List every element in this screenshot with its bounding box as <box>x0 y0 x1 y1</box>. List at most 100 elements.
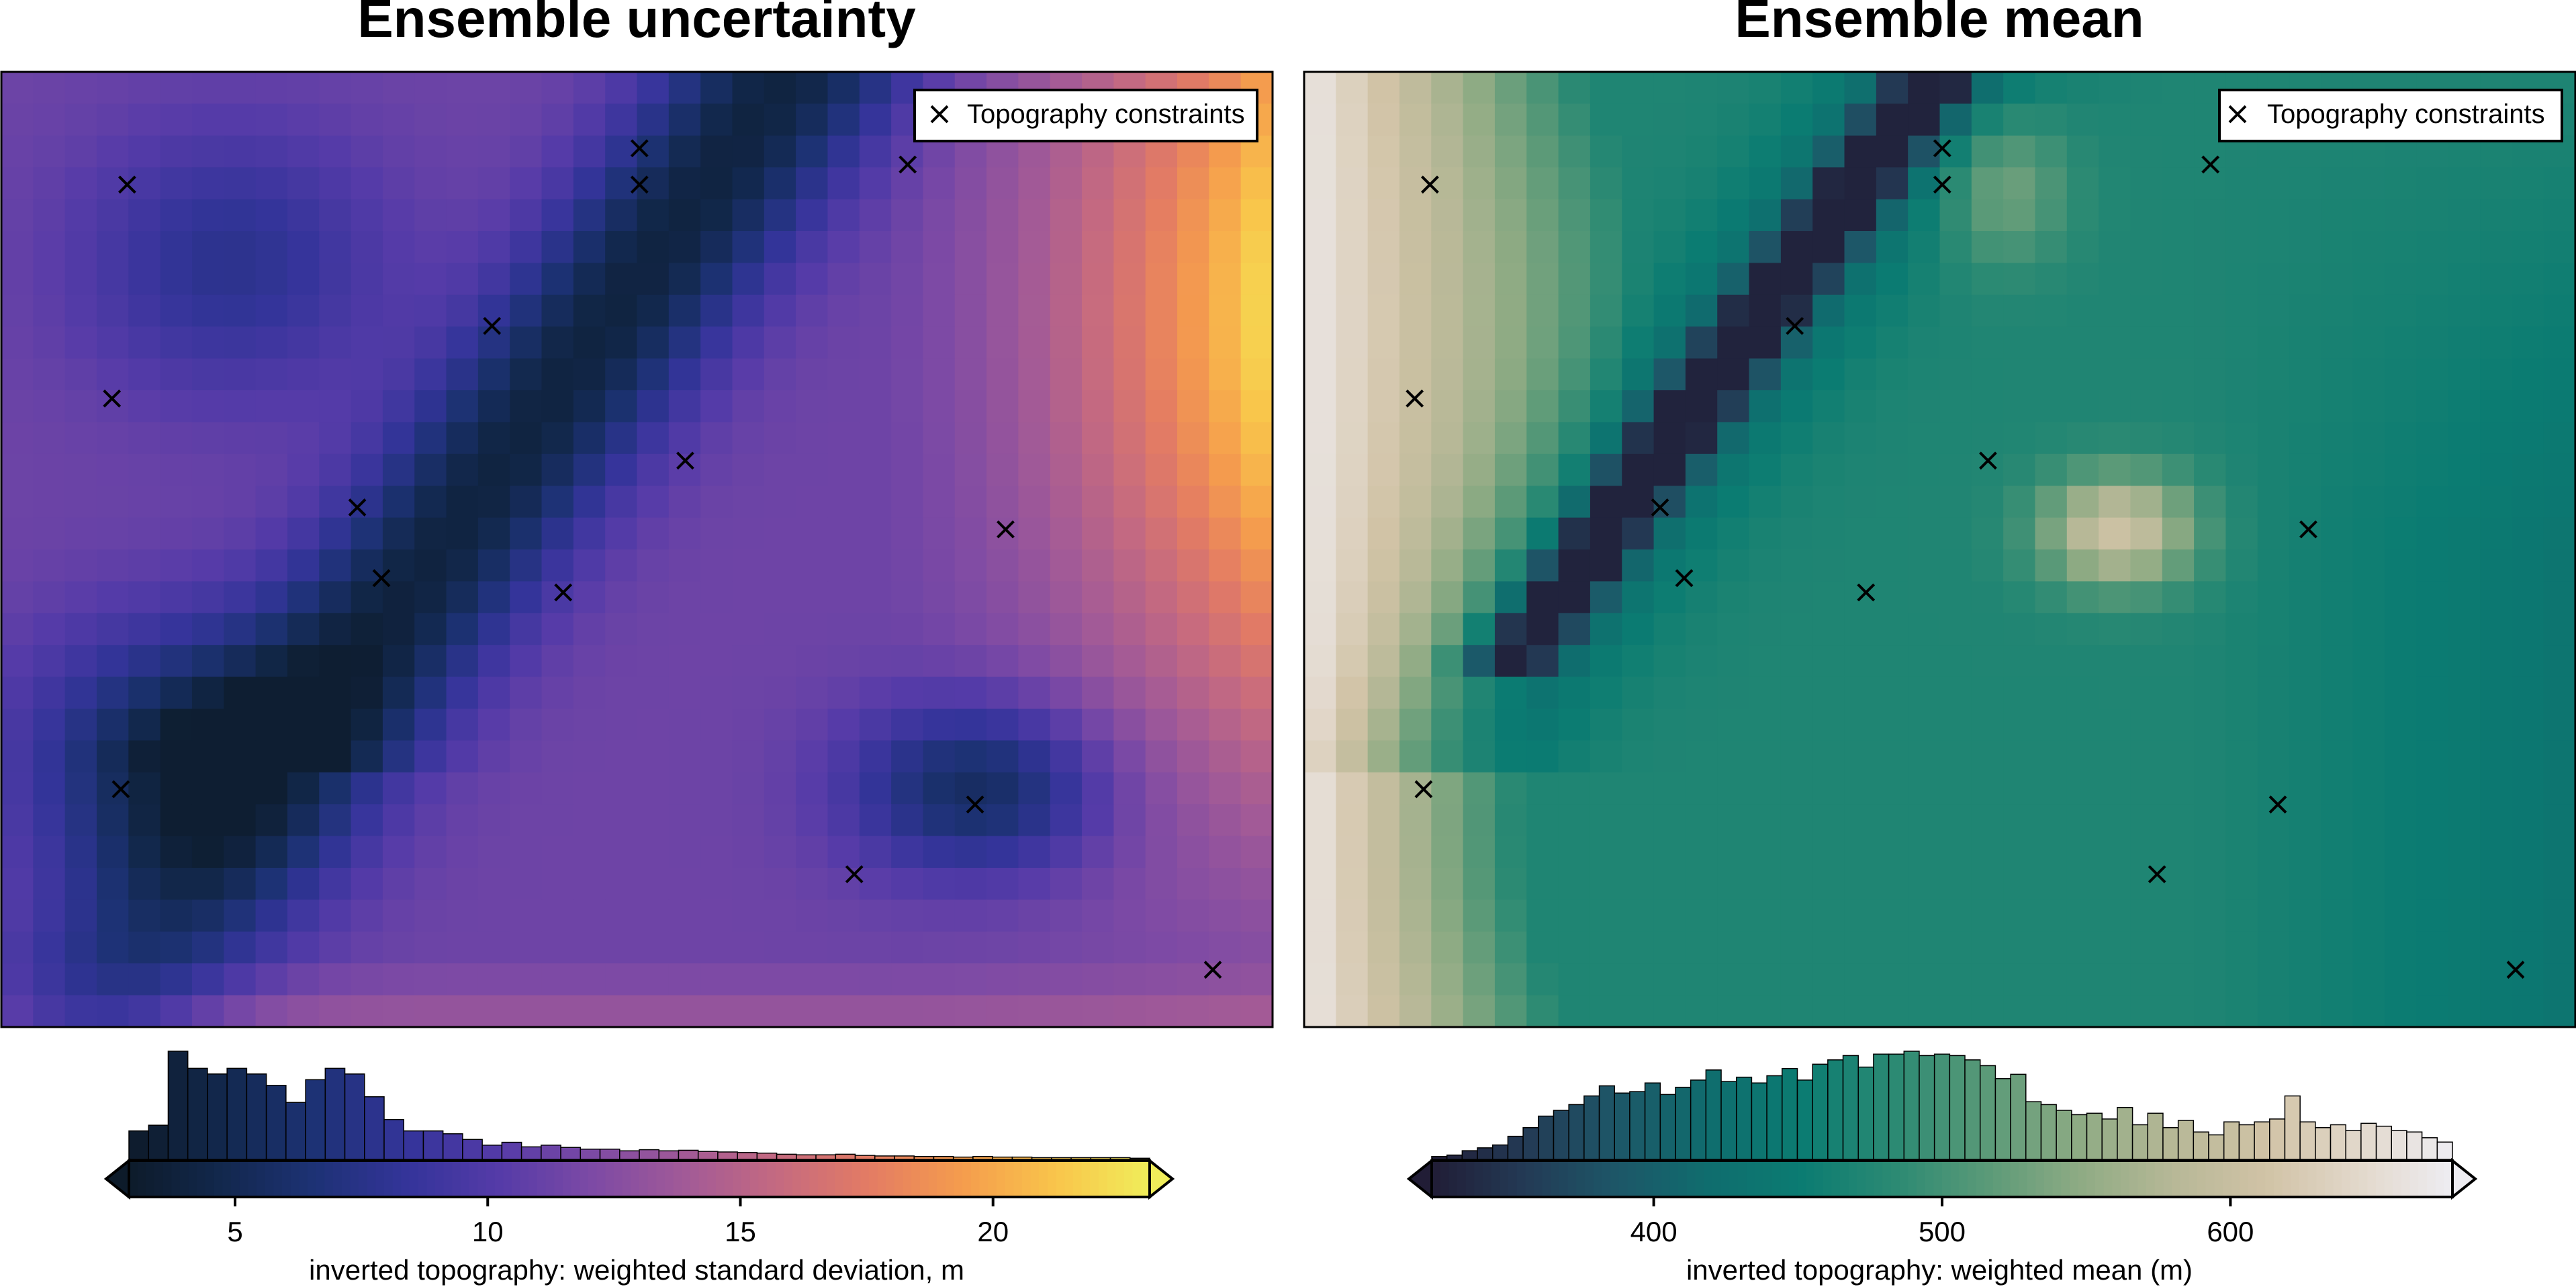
heatmap-cell <box>796 390 829 423</box>
heatmap-cell <box>764 390 796 423</box>
heatmap-cell <box>1653 167 1686 200</box>
heatmap-cell <box>2289 326 2321 359</box>
heatmap-cell <box>287 294 320 327</box>
heatmap-cell <box>1844 263 1877 296</box>
heatmap-cell <box>2066 517 2099 550</box>
heatmap-cell <box>33 422 66 455</box>
heatmap-cell <box>1 326 34 359</box>
colorbar-segment <box>171 1161 181 1197</box>
colorbar-frame <box>128 1159 1151 1198</box>
heatmap-cell <box>128 135 161 168</box>
heatmap-cell <box>2099 645 2131 678</box>
heatmap-cell <box>541 836 574 869</box>
heatmap-cell <box>1526 676 1559 709</box>
heatmap-cell <box>1844 326 1877 359</box>
colorbar-segment <box>716 1161 725 1197</box>
colorbar-segment <box>2223 1161 2232 1197</box>
histogram-bar <box>717 1151 738 1160</box>
heatmap-cell <box>477 836 510 869</box>
heatmap-cell <box>1367 899 1400 932</box>
heatmap-cell <box>224 613 257 646</box>
heatmap-cell <box>2099 963 2131 996</box>
heatmap-cell <box>891 836 924 869</box>
heatmap-cell <box>2225 167 2258 200</box>
heatmap-cell <box>859 167 892 200</box>
heatmap-cell <box>1336 549 1369 582</box>
heatmap-cell <box>541 676 574 709</box>
heatmap-cell <box>255 931 288 964</box>
colorbar-segment <box>308 1161 317 1197</box>
heatmap-cell <box>954 899 987 932</box>
heatmap-cell <box>2321 390 2354 423</box>
heatmap-cell <box>1685 199 1718 232</box>
heatmap-cell <box>2448 772 2481 805</box>
heatmap-cell <box>128 676 161 709</box>
heatmap-cell <box>923 613 956 646</box>
heatmap-cell <box>1367 836 1400 869</box>
heatmap-cell <box>1304 836 1336 869</box>
heatmap-cell <box>1431 358 1464 391</box>
heatmap-cell <box>2352 263 2385 296</box>
heatmap-cell <box>1431 263 1464 296</box>
histogram-bar <box>2208 1134 2225 1160</box>
heatmap-cell <box>1812 167 1845 200</box>
heatmap-cell <box>1653 804 1686 837</box>
colorbar-segment <box>418 1161 427 1197</box>
colorbar-segment <box>826 1161 835 1197</box>
heatmap-cell <box>2130 549 2163 582</box>
heatmap-cell <box>2035 390 2068 423</box>
heatmap-cell <box>33 263 66 296</box>
heatmap-cell <box>2130 613 2163 646</box>
heatmap-cell <box>2543 995 2576 1028</box>
heatmap-cell <box>1812 709 1845 741</box>
heatmap-cell <box>510 613 543 646</box>
colorbar-segment <box>2256 1161 2266 1197</box>
colorbar-segment <box>852 1161 861 1197</box>
title-uncertainty: Ensemble uncertainty <box>357 0 916 48</box>
heatmap-cell <box>1780 804 1813 837</box>
heatmap-cell <box>764 676 796 709</box>
heatmap-cell <box>1558 294 1591 327</box>
heatmap-cell <box>2416 549 2449 582</box>
heatmap-cell <box>2416 836 2449 869</box>
heatmap-cell <box>954 486 987 519</box>
heatmap-cell <box>2003 199 2036 232</box>
colorbar-segment <box>410 1161 419 1197</box>
heatmap-cell <box>1844 453 1877 486</box>
heatmap-cell <box>796 549 829 582</box>
heatmap-cell <box>414 358 447 391</box>
heatmap-cell <box>1971 231 2004 263</box>
heatmap-cell <box>319 836 352 869</box>
heatmap-cell <box>1177 836 1209 869</box>
histogram-bar <box>481 1145 503 1160</box>
heatmap-cell <box>1908 167 1941 200</box>
heatmap-cell <box>1399 135 1432 168</box>
heatmap-cell <box>1590 135 1622 168</box>
colorbar-segment <box>1610 1161 1620 1197</box>
heatmap-cell <box>1780 390 1813 423</box>
heatmap-cell <box>2130 709 2163 741</box>
heatmap-cell <box>2448 199 2481 232</box>
heatmap-cell <box>1844 772 1877 805</box>
colorbar-ticks-mean: 400 500 600 <box>1630 1197 2254 1247</box>
heatmap-cell <box>1494 931 1527 964</box>
colorbar-segment <box>188 1161 197 1197</box>
heatmap-cell <box>1018 836 1051 869</box>
heatmap-cell <box>986 549 1019 582</box>
heatmap-cell <box>1876 390 1908 423</box>
heatmap-cell <box>1685 645 1718 678</box>
heatmap-cell <box>1876 899 1908 932</box>
heatmap-cell <box>1050 995 1083 1028</box>
colorbar-segment <box>461 1161 470 1197</box>
heatmap-cell <box>1717 453 1750 486</box>
colorbar-segment <box>2393 1161 2402 1197</box>
heatmap-cell <box>732 772 765 805</box>
heatmap-cell <box>700 453 733 486</box>
heatmap-cell <box>1463 167 1496 200</box>
heatmap-cell <box>637 963 670 996</box>
colorbar-segment <box>2027 1161 2036 1197</box>
heatmap-cell <box>96 358 129 391</box>
colorbar-segment <box>1500 1161 1509 1197</box>
heatmap-cell <box>573 549 606 582</box>
heatmap-cell <box>2130 645 2163 678</box>
